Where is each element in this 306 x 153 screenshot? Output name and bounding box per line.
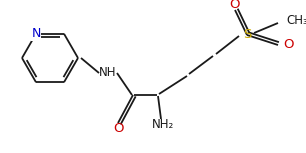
Text: O: O [113, 121, 123, 134]
Text: NH₂: NH₂ [152, 119, 174, 131]
Text: O: O [283, 39, 293, 52]
Text: S: S [243, 28, 251, 41]
Text: NH: NH [99, 67, 117, 80]
Text: O: O [230, 0, 240, 11]
Text: CH₃: CH₃ [286, 13, 306, 26]
Text: N: N [31, 27, 41, 40]
